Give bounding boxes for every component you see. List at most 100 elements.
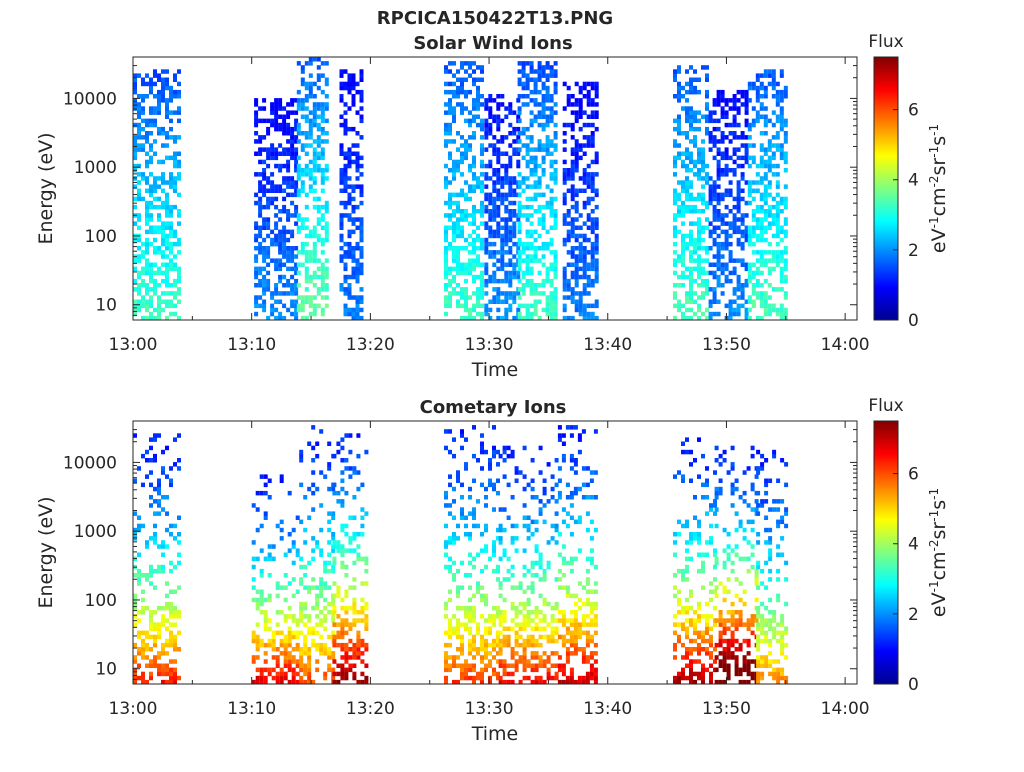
flux-cell xyxy=(563,106,567,111)
flux-cell xyxy=(504,312,508,317)
flux-cell xyxy=(531,532,535,537)
flux-cell xyxy=(177,561,181,566)
flux-cell xyxy=(299,606,303,611)
flux-cell xyxy=(157,73,161,78)
flux-cell xyxy=(591,312,595,317)
flux-cell xyxy=(157,304,161,309)
flux-cell xyxy=(539,643,543,648)
flux-cell xyxy=(591,102,595,107)
flux-cell xyxy=(452,94,456,99)
flux-cell xyxy=(149,226,153,231)
flux-cell xyxy=(591,267,595,272)
flux-cell xyxy=(760,234,764,239)
flux-cell xyxy=(484,283,488,288)
flux-cell xyxy=(460,291,464,296)
flux-cell xyxy=(531,495,535,500)
flux-cell xyxy=(472,78,476,83)
flux-cell xyxy=(538,246,542,251)
flux-cell xyxy=(760,271,764,276)
flux-cell xyxy=(591,176,595,181)
flux-cell xyxy=(452,250,456,255)
flux-cell xyxy=(579,254,583,258)
flux-cell xyxy=(492,184,496,189)
flux-cell xyxy=(484,598,488,603)
flux-cell xyxy=(578,433,582,438)
flux-cell xyxy=(348,312,352,317)
flux-cell xyxy=(484,312,488,317)
flux-cell xyxy=(780,127,784,131)
flux-cell xyxy=(141,143,145,148)
flux-cell xyxy=(145,131,149,136)
flux-cell xyxy=(582,659,586,664)
flux-cell xyxy=(344,618,348,623)
flux-cell xyxy=(713,275,717,280)
flux-cell xyxy=(527,614,531,619)
flux-cell xyxy=(488,479,492,484)
flux-cell xyxy=(554,213,558,218)
flux-cell xyxy=(756,250,760,255)
flux-cell xyxy=(315,544,319,549)
flux-cell xyxy=(518,119,522,124)
flux-cell xyxy=(555,524,559,529)
flux-cell xyxy=(780,238,784,243)
flux-cell xyxy=(149,271,153,276)
flux-cell xyxy=(784,308,788,313)
flux-cell xyxy=(527,569,531,574)
flux-cell xyxy=(340,631,344,636)
flux-cell xyxy=(149,131,153,136)
flux-cell xyxy=(336,631,340,636)
flux-cell xyxy=(145,304,149,309)
flux-cell xyxy=(319,503,323,508)
flux-cell xyxy=(141,172,145,177)
flux-cell xyxy=(756,164,760,169)
flux-cell xyxy=(356,631,360,636)
flux-cell xyxy=(583,291,587,296)
flux-cell xyxy=(543,635,547,640)
flux-cell xyxy=(177,279,181,284)
flux-cell xyxy=(262,250,266,255)
flux-cell xyxy=(681,672,685,677)
flux-cell xyxy=(332,610,336,615)
flux-cell xyxy=(282,106,286,111)
flux-cell xyxy=(492,647,496,652)
flux-cell xyxy=(512,267,516,272)
flux-cell xyxy=(165,304,169,309)
flux-cell xyxy=(527,635,531,640)
flux-cell xyxy=(145,238,149,243)
flux-cell xyxy=(270,180,274,185)
flux-cell xyxy=(452,73,456,78)
flux-cell xyxy=(157,433,161,438)
flux-cell xyxy=(591,283,595,288)
flux-cell xyxy=(282,246,286,251)
flux-cell xyxy=(776,209,780,214)
flux-cell xyxy=(484,602,488,607)
flux-cell xyxy=(570,631,574,636)
flux-cell xyxy=(587,283,591,288)
flux-cell xyxy=(472,184,476,189)
flux-cell xyxy=(309,304,313,309)
flux-cell xyxy=(697,238,701,243)
flux-cell xyxy=(145,291,149,296)
flux-cell xyxy=(496,577,500,582)
flux-cell xyxy=(348,548,352,553)
flux-cell xyxy=(756,291,760,296)
flux-cell xyxy=(348,622,352,627)
flux-cell xyxy=(776,312,780,317)
flux-cell xyxy=(567,86,571,91)
flux-cell xyxy=(464,209,468,214)
flux-cell xyxy=(519,470,523,475)
flux-cell xyxy=(535,561,539,566)
flux-cell xyxy=(272,639,276,644)
flux-cell xyxy=(689,279,693,284)
flux-cell xyxy=(340,86,344,91)
flux-cell xyxy=(500,254,504,258)
flux-cell xyxy=(356,271,360,276)
flux-cell xyxy=(583,238,587,243)
flux-cell xyxy=(484,594,488,599)
flux-cell xyxy=(301,189,305,194)
flux-cell xyxy=(256,643,260,648)
flux-cell xyxy=(595,156,599,161)
flux-cell xyxy=(784,230,788,235)
flux-cell xyxy=(546,73,550,78)
flux-cell xyxy=(290,234,294,239)
